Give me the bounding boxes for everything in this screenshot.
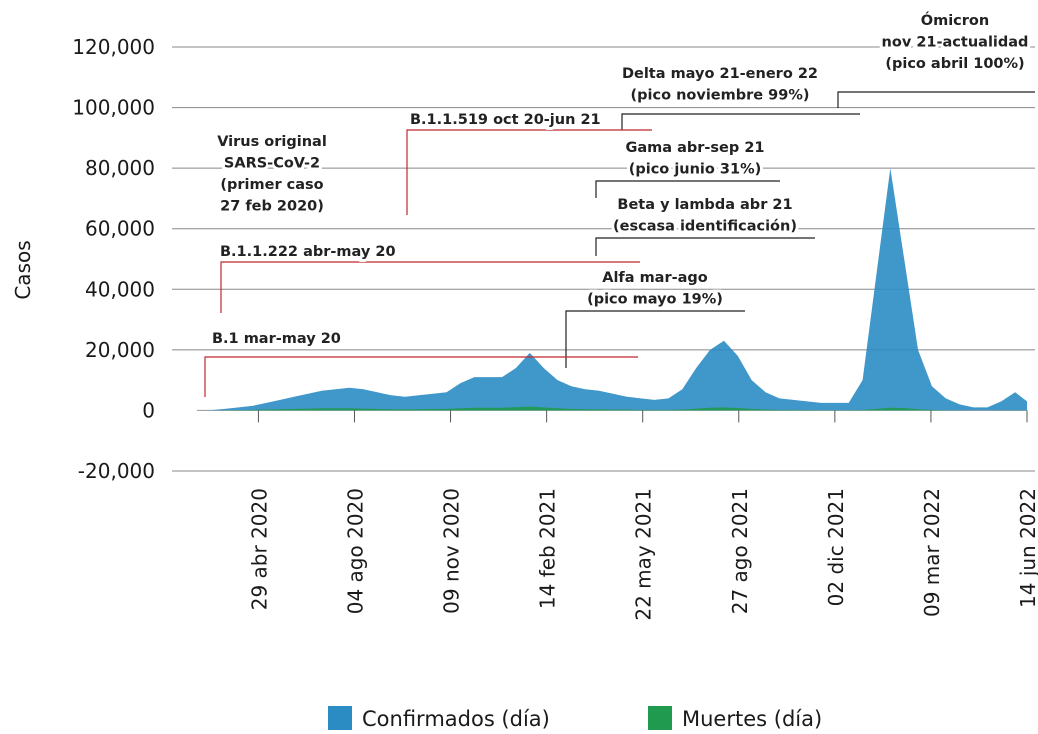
annotation: SARS-CoV-2 (224, 156, 320, 172)
annotation: (pico abril 100%) (885, 56, 1024, 72)
legend-label: Muertes (día) (682, 707, 822, 731)
annotation: (primer caso (220, 177, 323, 193)
annotation: B.1.1.519 oct 20-jun 21 (410, 112, 601, 128)
x-tick-label: 27 ago 2021 (728, 488, 752, 614)
y-tick-label: 20,000 (85, 338, 155, 362)
x-tick-label: 09 mar 2022 (920, 488, 944, 617)
annotation: B.1.1.222 abr-may 20 (220, 244, 396, 260)
x-tick-label: 29 abr 2020 (247, 488, 271, 610)
legend-label: Confirmados (día) (362, 707, 550, 731)
leader (565, 310, 745, 368)
annotation: Beta y lambda abr 21 (617, 197, 792, 213)
lineage-line (220, 261, 640, 313)
y-axis-label: Casos (11, 240, 35, 299)
annotation: Alfa mar-ago (602, 270, 708, 286)
annotation: Virus original (217, 134, 327, 150)
annotation: (pico junio 31%) (629, 162, 762, 178)
lineage-line (406, 129, 652, 215)
lineage-line (204, 356, 638, 397)
legend-swatch (328, 706, 352, 730)
y-tick-label: -20,000 (78, 459, 155, 483)
annotation: (escasa identificación) (613, 219, 797, 235)
annotation: Delta mayo 21-enero 22 (622, 66, 818, 82)
leaders (204, 91, 1035, 397)
x-tick-label: 22 may 2021 (632, 488, 656, 621)
annotation: B.1 mar-may 20 (212, 331, 341, 347)
leader (837, 91, 1035, 108)
y-tick-label: 120,000 (72, 35, 155, 59)
annotation: 27 feb 2020) (220, 199, 324, 215)
leader (595, 180, 780, 198)
leader (621, 113, 860, 130)
y-tick-label: 80,000 (85, 156, 155, 180)
x-tick-label: 14 jun 2022 (1016, 488, 1038, 608)
annotation: (pico noviembre 99%) (631, 88, 810, 104)
legend-swatch (648, 706, 672, 730)
annotation: (pico mayo 19%) (587, 292, 723, 308)
x-tick-label: 04 ago 2020 (343, 488, 367, 614)
leader (595, 237, 815, 256)
y-tick-label: 40,000 (85, 277, 155, 301)
x-tick-label: 09 nov 2020 (440, 488, 464, 614)
y-tick-label: 60,000 (85, 217, 155, 241)
area (197, 406, 1027, 411)
annotation: Gama abr-sep 21 (625, 140, 764, 156)
y-tick-label: 100,000 (72, 96, 155, 120)
y-tick-label: 0 (142, 398, 155, 422)
annotation: Ómicron (921, 11, 989, 29)
x-tick-label: 14 feb 2021 (536, 488, 560, 609)
x-tick-label: 02 dic 2021 (824, 488, 848, 606)
annotation: nov 21-actualidad (882, 35, 1029, 51)
